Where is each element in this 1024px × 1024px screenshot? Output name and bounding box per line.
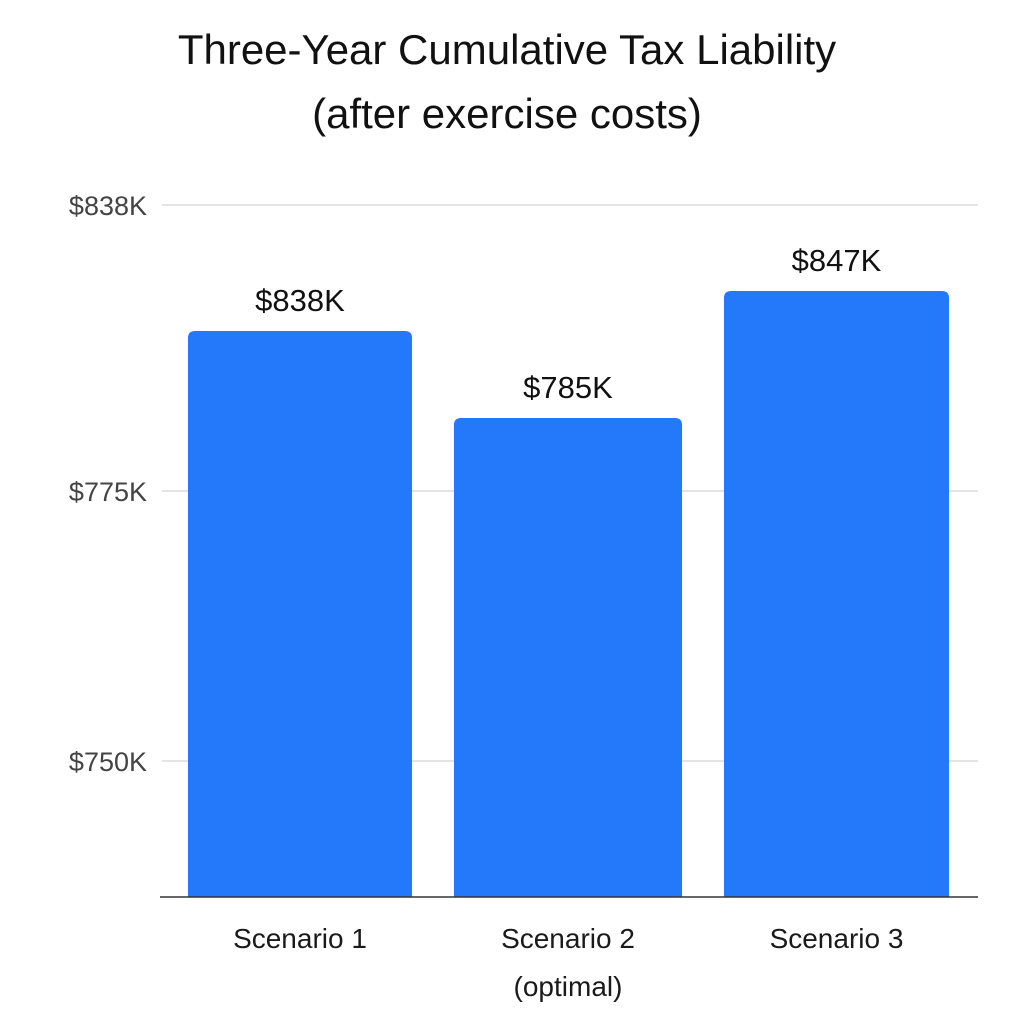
x-category-label: Scenario 2: [501, 923, 635, 954]
x-category-label: Scenario 1: [233, 923, 367, 954]
bars: [188, 291, 949, 897]
bar-data-label: $785K: [523, 370, 613, 405]
chart-title: Three-Year Cumulative Tax Liability (aft…: [178, 26, 836, 137]
bar-data-label: $838K: [255, 283, 345, 318]
data-labels: $838K $785K $847K: [255, 243, 881, 405]
bar: [454, 418, 682, 897]
x-category-label: (optimal): [514, 971, 623, 1002]
y-axis-tick-labels: $838K $775K $750K: [69, 191, 147, 777]
bar: [188, 331, 412, 897]
bar: [724, 291, 949, 897]
chart-title-line-2: (after exercise costs): [312, 90, 702, 137]
x-category-label: Scenario 3: [770, 923, 904, 954]
y-tick-label: $750K: [69, 747, 147, 777]
chart-title-line-1: Three-Year Cumulative Tax Liability: [178, 26, 836, 73]
y-tick-label: $838K: [69, 191, 147, 221]
x-axis-category-labels: Scenario 1 Scenario 2 (optimal) Scenario 3: [233, 923, 903, 1002]
bar-data-label: $847K: [792, 243, 882, 278]
y-tick-label: $775K: [69, 477, 147, 507]
